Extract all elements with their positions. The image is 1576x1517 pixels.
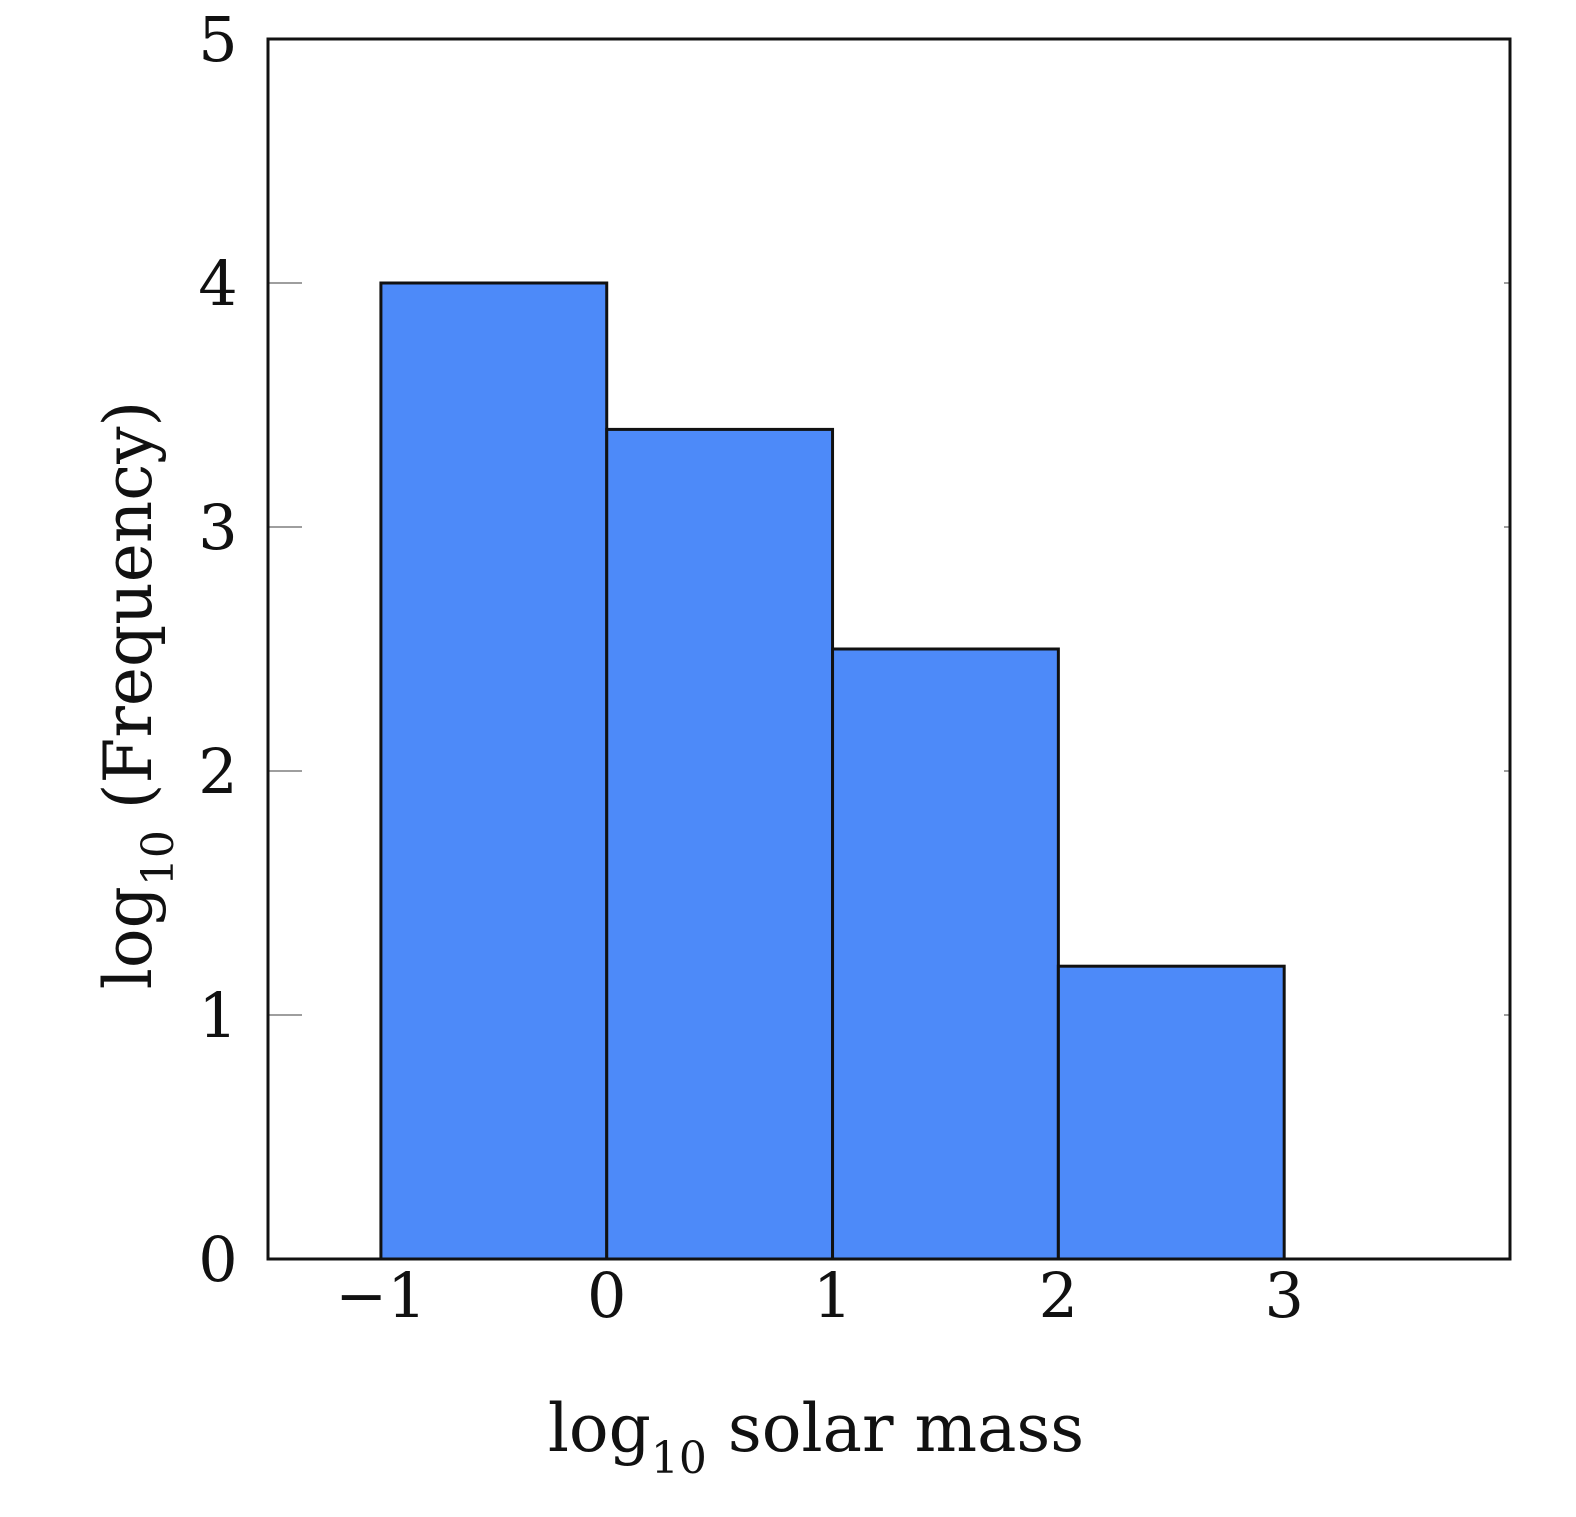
bars-group bbox=[379, 281, 1286, 1261]
y-tick-label: 1 bbox=[198, 979, 237, 1052]
histogram-bar bbox=[1056, 964, 1286, 1261]
axes-group bbox=[268, 282, 1510, 1016]
x-axis-title: log10 solar mass bbox=[548, 1390, 1084, 1484]
x-tick-labels: −1 0 1 2 3 bbox=[335, 1259, 1304, 1332]
histogram-bar bbox=[831, 647, 1060, 1261]
y-tick-label: 5 bbox=[198, 3, 237, 76]
x-tick-label: −1 bbox=[335, 1259, 426, 1332]
y-tick-label: 2 bbox=[198, 735, 237, 808]
plot-frame bbox=[266, 37, 1512, 1261]
x-tick-label: 0 bbox=[587, 1259, 626, 1332]
y-tick-labels: 0 1 2 3 4 5 bbox=[198, 3, 237, 1296]
y-tick-label: 4 bbox=[198, 247, 237, 320]
y-tick-label: 0 bbox=[198, 1223, 237, 1296]
histogram-bar bbox=[379, 281, 609, 1261]
y-tick-label: 3 bbox=[198, 491, 237, 564]
x-tick-label: 2 bbox=[1039, 1259, 1078, 1332]
x-tick-label: 1 bbox=[813, 1259, 852, 1332]
histogram-bar bbox=[605, 427, 835, 1261]
x-tick-label: 3 bbox=[1264, 1259, 1303, 1332]
y-axis-title: log10 (Frequency) bbox=[90, 401, 184, 990]
